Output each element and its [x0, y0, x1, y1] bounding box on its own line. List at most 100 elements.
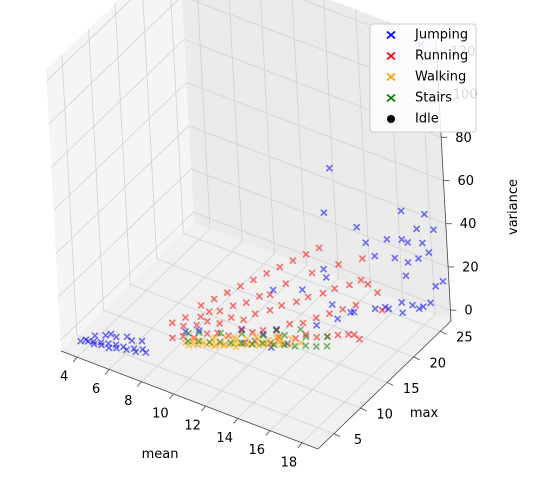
grid-line-z	[53, 82, 187, 211]
y-tick-mark	[360, 407, 367, 412]
point-jumping	[391, 254, 399, 262]
point-running	[223, 289, 231, 297]
x-tick-label: 14	[216, 431, 233, 446]
point-walking	[288, 335, 296, 343]
legend: Jumping Running Walking Stairs Idle	[369, 23, 477, 133]
point-walking	[255, 341, 263, 349]
point-jumping	[84, 337, 92, 346]
x-axis-line	[60, 350, 319, 450]
point-stairs	[281, 331, 289, 339]
x-tick-mark	[297, 442, 303, 449]
grid-line-z	[48, 0, 179, 125]
point-stairs	[216, 329, 225, 337]
legend-item-idle: Idle	[387, 112, 439, 127]
x-tick-label: 16	[249, 443, 266, 458]
grid-line-z	[193, 211, 451, 311]
point-jumping	[102, 331, 110, 339]
point-running	[168, 334, 177, 342]
point-running	[197, 301, 205, 309]
grid-line-x	[301, 314, 436, 444]
point-running	[236, 282, 244, 290]
point-running	[203, 330, 211, 338]
point-jumping	[409, 301, 417, 309]
point-jumping	[404, 258, 412, 266]
point-running	[242, 299, 250, 307]
point-stairs	[270, 341, 278, 349]
legend-item-jumping: Jumping	[386, 28, 468, 43]
point-jumping	[362, 239, 370, 247]
point-jumping	[112, 333, 120, 341]
z-tick-label: 80	[455, 131, 472, 146]
point-running	[358, 255, 366, 263]
point-stairs	[248, 340, 256, 348]
z-tick-label: 40	[460, 217, 477, 232]
grid-line-y	[156, 258, 414, 358]
point-jumping	[313, 321, 321, 329]
z-tick-label: 0	[464, 304, 472, 319]
point-walking	[272, 334, 281, 342]
point-running	[345, 330, 353, 338]
point-stairs	[323, 342, 331, 350]
point-running	[276, 263, 284, 271]
point-running	[357, 276, 365, 284]
point-running	[181, 314, 190, 322]
y-tick-label: 20	[430, 356, 447, 371]
y-tick-label: 10	[376, 408, 393, 423]
point-stairs	[297, 325, 305, 333]
x-tick-label: 12	[184, 419, 201, 434]
point-jumping	[402, 272, 410, 280]
point-running	[331, 284, 339, 293]
point-jumping	[325, 164, 333, 172]
x-tick-label: 8	[124, 394, 132, 409]
point-walking	[232, 343, 240, 351]
point-running	[282, 279, 290, 288]
grid-lines	[46, 0, 451, 444]
point-running	[378, 306, 386, 314]
legend-marker-walking	[386, 72, 396, 82]
point-jumping	[91, 332, 99, 340]
point-running	[266, 291, 274, 299]
point-running	[216, 319, 224, 328]
grid-line-y	[130, 284, 388, 383]
point-running	[302, 250, 310, 258]
point-stairs	[272, 326, 281, 335]
point-jumping	[334, 315, 342, 323]
point-stairs	[237, 339, 246, 347]
legend-label-jumping: Jumping	[414, 28, 468, 43]
x-tick-label: 4	[60, 370, 68, 385]
y-axis-label: max	[410, 406, 439, 421]
point-stairs	[259, 331, 267, 340]
point-running	[229, 302, 237, 310]
point-jumping	[347, 308, 355, 316]
grid-line-x	[76, 228, 211, 358]
point-running	[292, 298, 301, 306]
legend-label-running: Running	[415, 49, 468, 64]
point-jumping	[404, 238, 412, 247]
x-tick-label: 18	[281, 455, 298, 470]
point-running	[179, 322, 188, 330]
grid-line-x	[141, 253, 275, 382]
point-running	[227, 313, 235, 322]
point-walking	[222, 333, 230, 341]
point-running	[203, 317, 211, 325]
z-tick-label: 60	[458, 174, 475, 189]
grid-line-x	[108, 241, 243, 370]
point-jumping	[419, 303, 427, 311]
x-tick-mark	[233, 418, 238, 424]
point-running	[249, 276, 258, 284]
point-stairs	[184, 337, 192, 345]
point-jumping	[77, 337, 85, 345]
point-jumping	[439, 277, 447, 285]
x-tick-mark	[104, 369, 110, 375]
z-tick-label: 20	[462, 261, 479, 276]
point-running	[263, 269, 271, 278]
x-axis-label: mean	[142, 447, 179, 462]
point-running	[197, 313, 205, 321]
left-pane	[46, 0, 194, 351]
y-tick-label: 15	[403, 382, 420, 397]
point-stairs	[291, 342, 299, 350]
point-stairs	[259, 339, 267, 347]
point-running	[168, 319, 176, 327]
point-stairs	[323, 333, 331, 341]
